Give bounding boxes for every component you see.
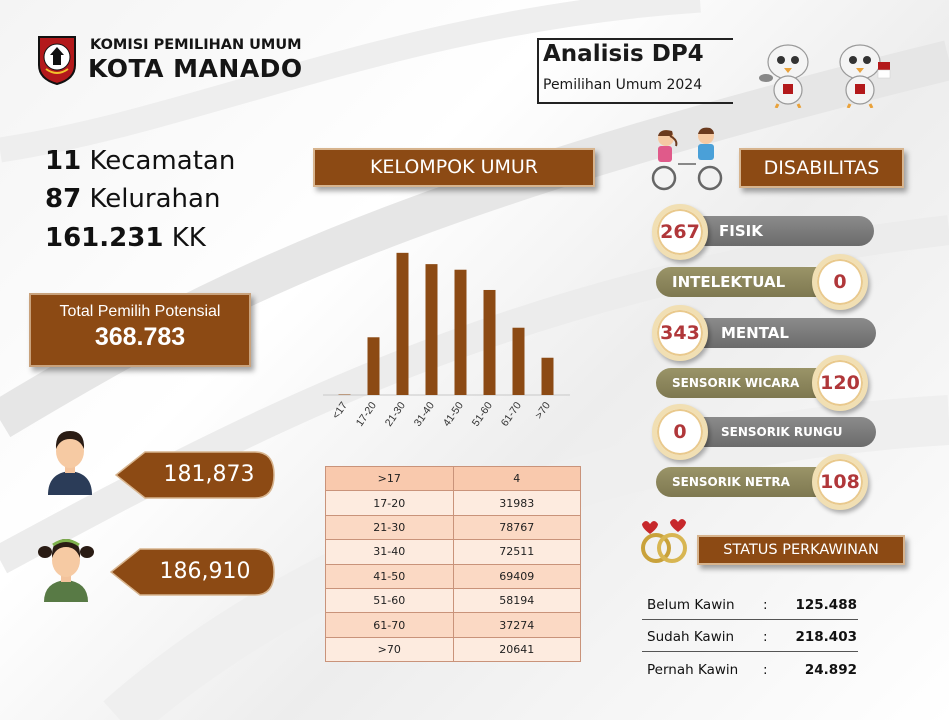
x-tick-label: 17-20 [354, 400, 379, 429]
female-count-box: 186,910 [110, 548, 275, 596]
total-voters-box: Total Pemilih Potensial 368.783 [29, 293, 251, 367]
age-group-cell: 17-20 [325, 490, 454, 516]
title-frame [537, 38, 733, 104]
page-subtitle: Pemilihan Umum 2024 [543, 77, 703, 93]
x-tick-label: 61-70 [499, 400, 524, 429]
age-count-cell: 69409 [452, 563, 581, 589]
disability-label-wicara: SENSORIK WICARA [656, 368, 836, 398]
disability-value-intelektual: 0 [812, 254, 868, 310]
table-row: 51-60 58194 [325, 587, 581, 614]
age-table: >17 4 17-20 31983 21-30 78767 31-40 72511 41-50 6… [325, 465, 581, 663]
disability-value-wicara: 120 [812, 355, 868, 411]
org-name-line2: KOTA MANADO [88, 54, 303, 83]
age-section-title: KELOMPOK UMUR [313, 148, 595, 187]
mascot-icon [759, 44, 809, 108]
age-group-cell: 41-50 [325, 563, 454, 589]
disability-value-fisik: 267 [652, 204, 708, 260]
x-tick-label: >70 [533, 400, 553, 422]
disability-label-intelektual: INTELEKTUAL [656, 267, 836, 297]
age-count-cell: 58194 [452, 587, 581, 614]
stat-kelurahan: 87 Kelurahan [45, 184, 221, 214]
disability-section-title: DISABILITAS [739, 148, 904, 188]
wheelchair-kids-icon [651, 127, 723, 191]
male-count-box: 181,873 [115, 451, 275, 499]
table-row: 31-40 72511 [325, 539, 581, 565]
marital-divider [642, 651, 858, 652]
age-count-cell: 78767 [452, 514, 581, 541]
age-count-cell: 4 [452, 465, 581, 492]
age-count-cell: 72511 [452, 539, 581, 565]
male-icon [48, 431, 92, 495]
age-group-cell: 31-40 [325, 539, 454, 565]
table-row: 61-70 37274 [325, 612, 581, 638]
age-group-cell: 51-60 [325, 587, 454, 614]
wedding-rings-icon [641, 519, 687, 563]
marital-section-title: STATUS PERKAWINAN [697, 535, 905, 565]
bar->70 [541, 357, 554, 395]
table-row: >17 4 [325, 465, 581, 492]
bar-<17 [338, 394, 351, 395]
total-voters-value: 368.783 [94, 323, 186, 351]
age-group-cell: 61-70 [325, 612, 454, 638]
age-bar-chart: <17 17-20 21-30 31-40 41-50 51-60 61-70 >70 [323, 252, 570, 429]
x-tick-label: 41-50 [441, 400, 466, 429]
age-count-cell: 20641 [452, 636, 581, 663]
female-icon [38, 539, 94, 602]
disability-label-netra: SENSORIK NETRA [656, 467, 836, 497]
org-name-line1: KOMISI PEMILIHAN UMUM [90, 37, 302, 53]
x-tick-label: 21-30 [383, 400, 408, 429]
bar-41-50 [454, 269, 467, 395]
table-row: 21-30 78767 [325, 514, 581, 541]
bar-61-70 [512, 327, 525, 395]
bar-17-20 [367, 337, 380, 395]
stat-kecamatan: 11 Kecamatan [45, 146, 236, 176]
stat-kk: 161.231 KK [45, 223, 206, 253]
disability-label-mental: MENTAL [676, 318, 876, 348]
x-tick-label: <17 [330, 400, 350, 422]
age-count-cell: 31983 [452, 490, 581, 516]
kpu-logo-icon [38, 36, 76, 85]
age-count-cell: 37274 [452, 612, 581, 638]
table-row: >70 20641 [325, 636, 581, 663]
x-tick-label: 51-60 [470, 400, 495, 429]
female-count: 186,910 [159, 559, 251, 584]
age-group-cell: >17 [325, 465, 454, 492]
disability-value-rungu: 0 [652, 404, 708, 460]
total-voters-label: Total Pemilih Potensial [59, 303, 221, 320]
age-group-cell: 21-30 [325, 514, 454, 541]
page-title: Analisis DP4 [543, 41, 704, 67]
disability-value-netra: 108 [812, 454, 868, 510]
bar-51-60 [483, 289, 496, 395]
disability-label-rungu: SENSORIK RUNGU [676, 417, 876, 447]
bar-21-30 [396, 252, 409, 395]
x-tick-label: 31-40 [412, 400, 437, 429]
bar-31-40 [425, 264, 438, 395]
age-group-cell: >70 [325, 636, 454, 663]
mascot-icon [839, 44, 891, 108]
table-row: 17-20 31983 [325, 490, 581, 516]
marital-divider [642, 619, 858, 620]
male-count: 181,873 [163, 462, 255, 487]
table-row: 41-50 69409 [325, 563, 581, 589]
disability-value-mental: 343 [652, 305, 708, 361]
